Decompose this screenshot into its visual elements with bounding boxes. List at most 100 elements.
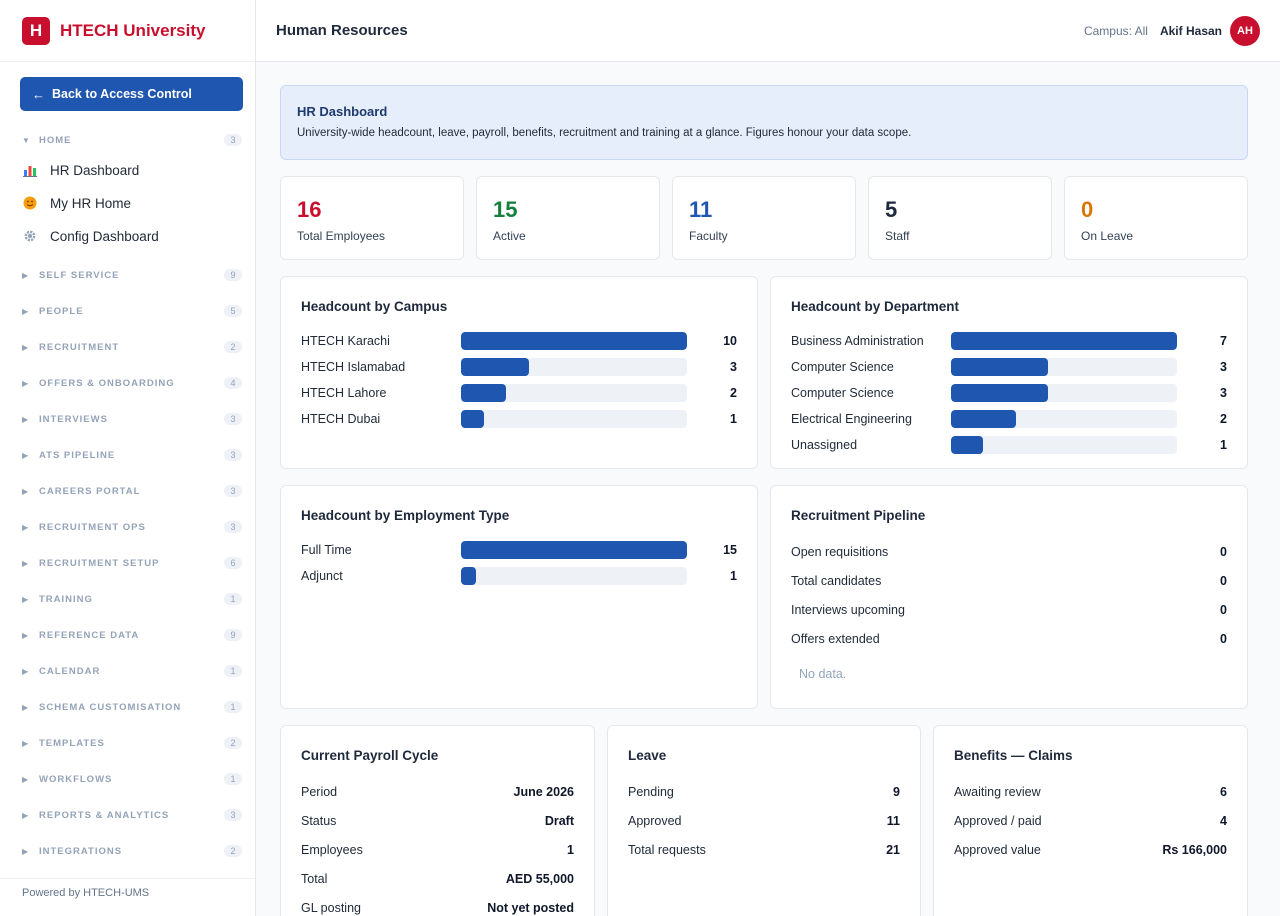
sidebar-section-calendar[interactable]: ▶ CALENDAR 1: [22, 664, 242, 678]
bar-label: HTECH Dubai: [301, 412, 381, 426]
caret-right-icon: ▶: [22, 414, 29, 424]
user-name[interactable]: Akif Hasan: [1159, 23, 1222, 38]
stat-card-on-leave: 0 On Leave: [1064, 176, 1248, 260]
card-headcount-employment-type: Headcount by Employment Type Full Time 15…: [280, 485, 758, 709]
section-count: 1: [224, 773, 242, 785]
section-label: REPORTS & ANALYTICS: [39, 809, 170, 821]
stat-value: 11: [689, 197, 713, 222]
sidebar-section-offers-onboarding[interactable]: ▶ OFFERS & ONBOARDING 4: [22, 376, 242, 390]
sidebar-section-schema-customisation[interactable]: ▶ SCHEMA CUSTOMISATION 1: [22, 700, 242, 714]
bar-fill: [461, 332, 687, 350]
campus-selector[interactable]: Campus: All: [1083, 23, 1148, 38]
bar-track: [461, 358, 687, 376]
stat-label: Total Employees: [297, 229, 386, 243]
bar-value: 7: [1220, 334, 1227, 348]
kv-row: Approved / paid 4: [954, 806, 1227, 835]
bar-track: [461, 332, 687, 350]
sidebar-section-home[interactable]: ▼ HOME 3: [22, 133, 242, 147]
bar-label: Computer Science: [791, 360, 894, 374]
section-count: 1: [224, 665, 242, 677]
bar-track: [951, 410, 1177, 428]
kv-label: Open requisitions: [791, 544, 889, 559]
sidebar-section-integrations[interactable]: ▶ INTEGRATIONS 2: [22, 844, 242, 858]
section-count: 4: [224, 377, 242, 389]
card-title: Headcount by Employment Type: [301, 508, 510, 523]
section-count: 3: [224, 449, 242, 461]
sidebar-item-hr-dashboard[interactable]: HR Dashboard: [22, 159, 139, 181]
caret-right-icon: ▶: [22, 486, 29, 496]
sidebar-section-careers-portal[interactable]: ▶ CAREERS PORTAL 3: [22, 484, 242, 498]
sidebar-section-workflows[interactable]: ▶ WORKFLOWS 1: [22, 772, 242, 786]
sidebar-section-self-service[interactable]: ▶ SELF SERVICE 9: [22, 268, 242, 282]
sidebar-section-reference-data[interactable]: ▶ REFERENCE DATA 9: [22, 628, 242, 642]
bar-label: Full Time: [301, 543, 352, 557]
caret-right-icon: ▶: [22, 702, 29, 712]
card-title: Headcount by Campus: [301, 299, 448, 314]
section-label: RECRUITMENT OPS: [39, 521, 146, 533]
caret-right-icon: ▶: [22, 666, 29, 676]
brand-logo-icon: H: [22, 16, 50, 45]
sidebar-section-reports-analytics[interactable]: ▶ REPORTS & ANALYTICS 3: [22, 808, 242, 822]
kv-row: Period June 2026: [301, 777, 574, 806]
kv-label: GL posting: [301, 900, 361, 915]
kv-row: Awaiting review 6: [954, 777, 1227, 806]
card-title: Leave: [628, 748, 667, 763]
bar-row: HTECH Islamabad 3: [301, 354, 737, 380]
bar-track: [461, 384, 687, 402]
bar-value: 1: [1220, 438, 1227, 452]
bar-fill: [951, 384, 1048, 402]
section-label: CALENDAR: [39, 665, 101, 677]
kv-row: Interviews upcoming 0: [791, 595, 1227, 624]
section-label: INTEGRATIONS: [39, 845, 123, 857]
no-data-text: No data.: [799, 667, 847, 681]
sidebar-footer: Powered by HTECH-UMS: [0, 878, 255, 907]
sidebar-section-recruitment-setup[interactable]: ▶ RECRUITMENT SETUP 6: [22, 556, 242, 570]
stat-label: On Leave: [1081, 229, 1134, 243]
sidebar-section-templates[interactable]: ▶ TEMPLATES 2: [22, 736, 242, 750]
card-title: Current Payroll Cycle: [301, 748, 439, 763]
sidebar-section-people[interactable]: ▶ PEOPLE 5: [22, 304, 242, 318]
arrow-left-icon: ←: [32, 86, 45, 102]
kv-value: 9: [893, 784, 900, 799]
avatar[interactable]: AH: [1230, 15, 1260, 46]
sidebar-section-recruitment[interactable]: ▶ RECRUITMENT 2: [22, 340, 242, 354]
bar-track: [461, 541, 687, 559]
sidebar-section-ats-pipeline[interactable]: ▶ ATS PIPELINE 3: [22, 448, 242, 462]
stat-card-total-employees: 16 Total Employees: [280, 176, 464, 260]
stat-value: 16: [297, 197, 322, 222]
bar-fill: [951, 410, 1016, 428]
section-count: 2: [224, 341, 242, 353]
bar-chart-icon: [22, 162, 38, 178]
kv-row: Open requisitions 0: [791, 537, 1227, 566]
back-button-label: Back to Access Control: [52, 87, 192, 101]
sidebar-section-interviews[interactable]: ▶ INTERVIEWS 3: [22, 412, 242, 426]
section-count: 3: [224, 413, 242, 425]
sidebar: H HTECH University ← Back to Access Cont…: [0, 0, 256, 916]
kv-label: Total: [301, 871, 328, 886]
sidebar-item-my-hr-home[interactable]: My HR Home: [22, 192, 131, 214]
card-headcount-department: Headcount by Department Business Adminis…: [770, 276, 1248, 469]
section-label: PEOPLE: [39, 305, 84, 317]
sidebar-item-config-dashboard[interactable]: Config Dashboard: [22, 225, 159, 247]
kv-row: GL posting Not yet posted: [301, 893, 574, 916]
kv-label: Interviews upcoming: [791, 602, 905, 617]
caret-right-icon: ▶: [22, 306, 29, 316]
bar-track: [951, 332, 1177, 350]
bar-label: HTECH Islamabad: [301, 360, 406, 374]
bar-track: [951, 436, 1177, 454]
sidebar-item-label: HR Dashboard: [50, 162, 140, 178]
bar-row: Computer Science 3: [791, 354, 1227, 380]
bar-value: 1: [730, 569, 737, 583]
sidebar-section-training[interactable]: ▶ TRAINING 1: [22, 592, 242, 606]
card-title: Benefits — Claims: [954, 748, 1073, 763]
kv-row: Offers extended 0: [791, 624, 1227, 653]
kv-label: Approved: [628, 813, 682, 828]
back-to-access-control-button[interactable]: ← Back to Access Control: [20, 77, 243, 111]
caret-right-icon: ▶: [22, 378, 29, 388]
kv-value: June 2026: [513, 784, 574, 799]
kv-label: Approved value: [954, 842, 1041, 857]
section-label: INTERVIEWS: [39, 413, 108, 425]
brand[interactable]: H HTECH University: [0, 0, 255, 62]
caret-right-icon: ▶: [22, 522, 29, 532]
sidebar-section-recruitment-ops[interactable]: ▶ RECRUITMENT OPS 3: [22, 520, 242, 534]
